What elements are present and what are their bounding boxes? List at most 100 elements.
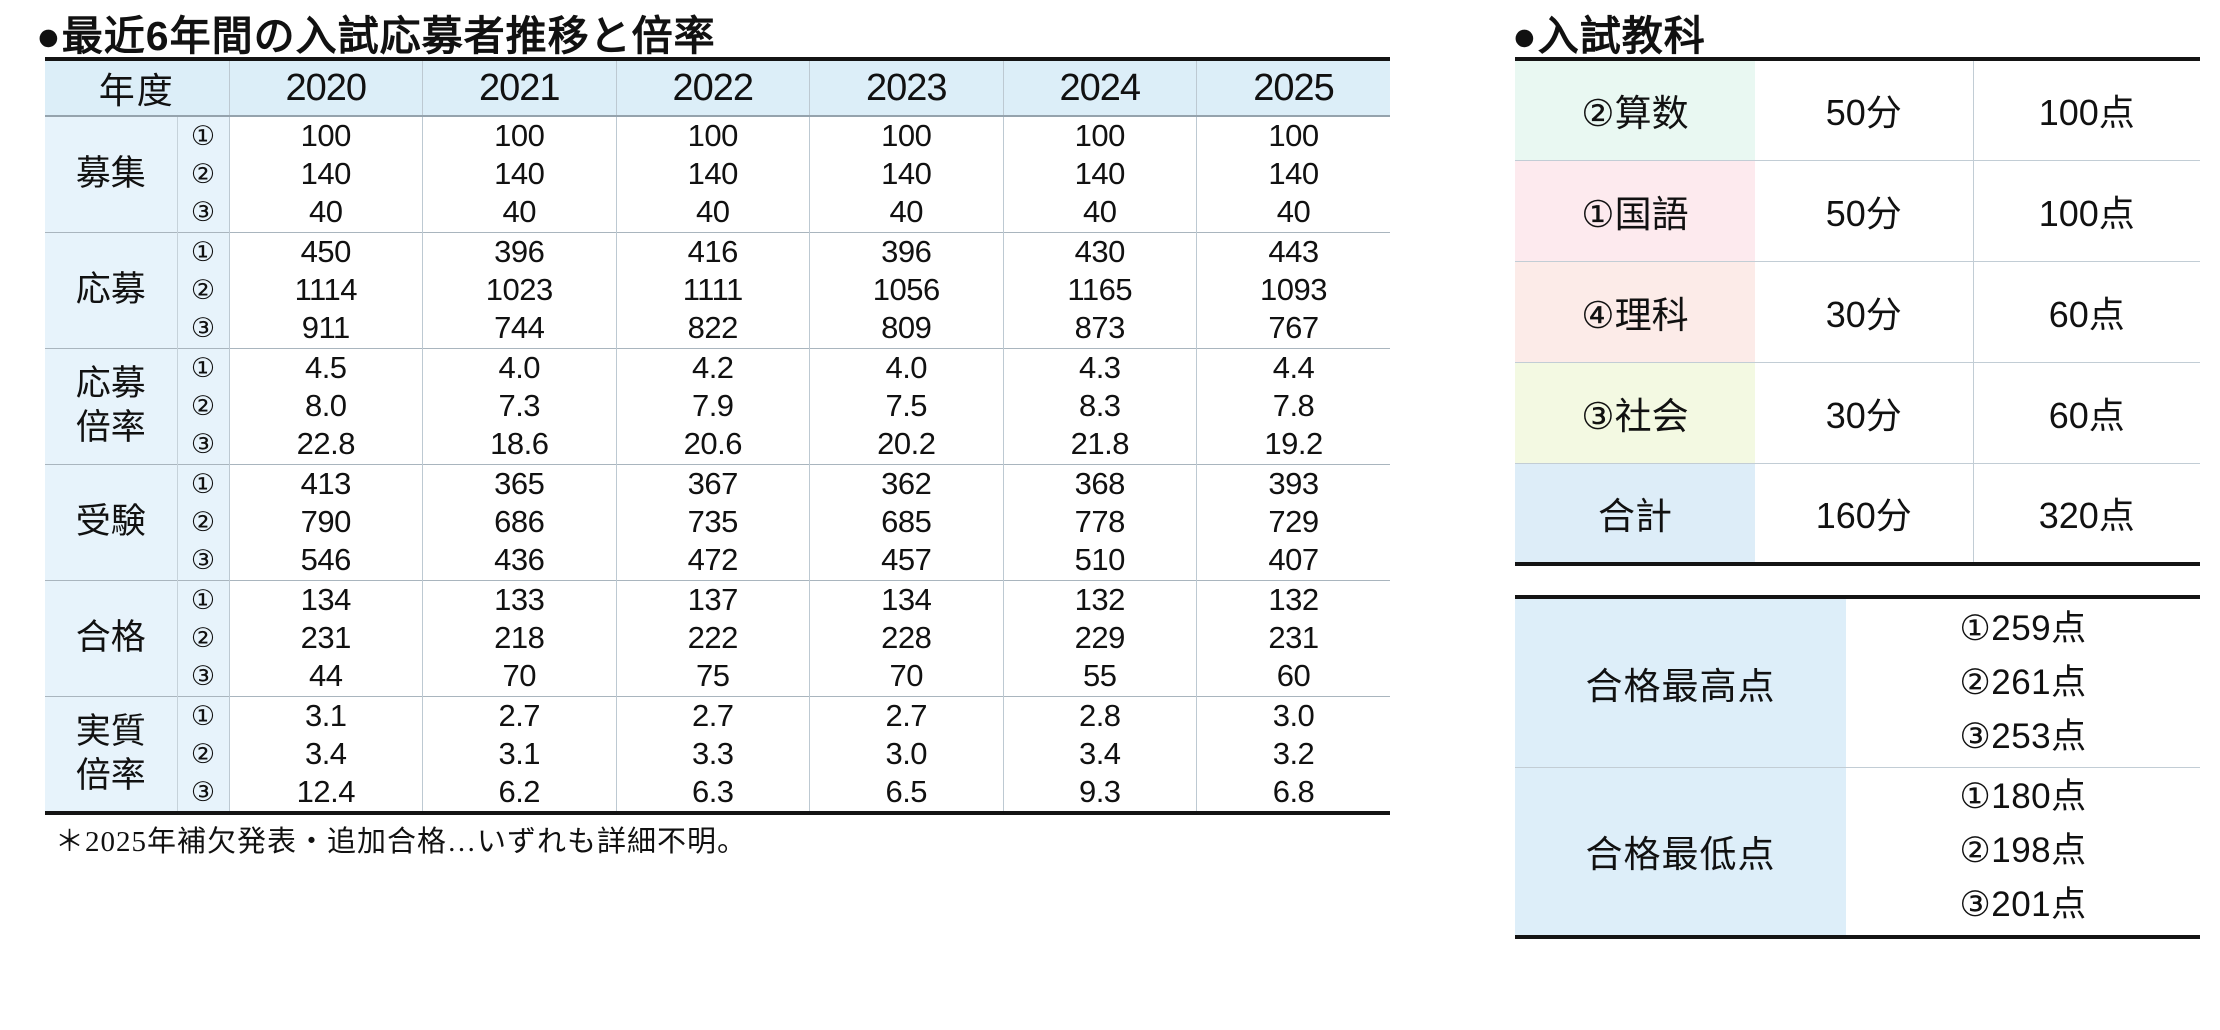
- subject-name: 合計: [1515, 462, 1755, 564]
- row-label: 受験: [45, 463, 177, 580]
- subject-points: 60点: [1972, 361, 2200, 463]
- header-row: 年度 2020 2021 2022 2023 2024 2025: [45, 59, 1391, 117]
- circle-column: ① ② ③: [176, 579, 230, 696]
- subject-points: 100点: [1972, 59, 2200, 160]
- year-2021: 2021: [422, 59, 617, 117]
- year-2022: 2022: [615, 59, 810, 117]
- circle-1: ①: [190, 469, 216, 499]
- subject-points: 320点: [1972, 462, 2200, 564]
- value-cell: 2.7 3.3 6.3: [615, 695, 810, 813]
- row-max-score: 合格最高点 ①259点 ②261点 ③253点: [1515, 597, 2200, 767]
- row-science: ④理科 30分 60点: [1515, 260, 2200, 362]
- row-math: ②算数 50分 100点: [1515, 59, 2200, 160]
- row-label: 応募: [45, 231, 177, 348]
- value-cell: 132 231 60: [1196, 579, 1391, 696]
- circle-3: ③: [190, 313, 216, 343]
- circle-2: ②: [190, 391, 216, 421]
- circle-2: ②: [190, 275, 216, 305]
- circle-1: ①: [190, 237, 216, 267]
- row-label: 実質倍率: [45, 695, 177, 813]
- circle-2: ②: [190, 623, 216, 653]
- score-values: ①180点 ②198点 ③201点: [1846, 766, 2200, 937]
- value-cell: 134 228 70: [809, 579, 1004, 696]
- value-cell: 134 231 44: [228, 579, 423, 696]
- value-cell: 393 729 407: [1196, 463, 1391, 580]
- value-cell: 362 685 457: [809, 463, 1004, 580]
- value-cell: 2.8 3.4 9.3: [1002, 695, 1197, 813]
- value-cell: 137 222 75: [615, 579, 810, 696]
- circle-2: ②: [190, 507, 216, 537]
- value-cell: 2.7 3.0 6.5: [809, 695, 1004, 813]
- subject-time: 160分: [1755, 462, 1973, 564]
- value-cell: 4.2 7.9 20.6: [615, 347, 810, 464]
- circle-3: ③: [190, 429, 216, 459]
- value-cell: 133 218 70: [422, 579, 617, 696]
- exam-subjects-table: ②算数 50分 100点 ①国語 50分 100点 ④理科 30分 60点 ③社…: [1515, 57, 2200, 566]
- circle-column: ① ② ③: [176, 231, 230, 348]
- circle-1: ①: [190, 353, 216, 383]
- circle-column: ① ② ③: [176, 695, 230, 813]
- circle-3: ③: [190, 661, 216, 691]
- row-label: 募集: [45, 116, 177, 232]
- score-label: 合格最低点: [1515, 766, 1846, 937]
- value-cell: 132 229 55: [1002, 579, 1197, 696]
- pass-scores-table: 合格最高点 ①259点 ②261点 ③253点 合格最低点 ①180点 ②198…: [1515, 595, 2200, 939]
- right-table-title: ●入試教科: [1512, 13, 1706, 59]
- circle-column: ① ② ③: [176, 463, 230, 580]
- footnote: ＊2025年補欠発表・追加合格…いずれも詳細不明。: [55, 826, 748, 858]
- value-cell: 443 1093 767: [1196, 231, 1391, 348]
- score-value-list: ①180点 ②198点 ③201点: [1959, 777, 2087, 925]
- score-label: 合格最高点: [1515, 597, 1846, 767]
- circle-column: ① ② ③: [176, 347, 230, 464]
- value-cell: 4.5 8.0 22.8: [228, 347, 423, 464]
- value-cell: 3.1 3.4 12.4: [228, 695, 423, 813]
- value-cell: 450 1114 911: [228, 231, 423, 348]
- value-cell: 100 140 40: [809, 116, 1004, 232]
- circle-column: ① ② ③: [176, 116, 230, 232]
- row-japanese: ①国語 50分 100点: [1515, 159, 2200, 261]
- subject-points: 60点: [1972, 260, 2200, 362]
- value-cell: 100 140 40: [615, 116, 810, 232]
- subject-name: ①国語: [1515, 159, 1755, 261]
- value-cell: 4.0 7.3 18.6: [422, 347, 617, 464]
- value-cell: 100 140 40: [1002, 116, 1197, 232]
- circle-3: ③: [190, 776, 216, 807]
- left-table-title: ●最近6年間の入試応募者推移と倍率: [36, 13, 716, 59]
- row-group-actual-ratio: 実質倍率 ① ② ③ 3.1 3.4 12.4 2.7 3.1 6.2 2.7 3.3 6.…: [45, 695, 1391, 813]
- value-cell: 2.7 3.1 6.2: [422, 695, 617, 813]
- applicants-trend-table: 年度 2020 2021 2022 2023 2024 2025 募集 ① ② …: [45, 57, 1391, 815]
- subject-name: ③社会: [1515, 361, 1755, 463]
- value-cell: 416 1111 822: [615, 231, 810, 348]
- value-cell: 365 686 436: [422, 463, 617, 580]
- value-cell: 4.3 8.3 21.8: [1002, 347, 1197, 464]
- row-group-accepted: 合格 ① ② ③ 134 231 44 133 218 70 137 222 75 134 2…: [45, 579, 1391, 696]
- row-group-applicants: 応募 ① ② ③ 450 1114 911 396 1023 744 416 1111 82…: [45, 231, 1391, 348]
- row-group-recruit: 募集 ① ② ③ 100 140 40 100 140 40 100 140 40 100 1…: [45, 116, 1391, 232]
- subject-points: 100点: [1972, 159, 2200, 261]
- value-cell: 368 778 510: [1002, 463, 1197, 580]
- value-cell: 413 790 546: [228, 463, 423, 580]
- circle-1: ①: [190, 585, 216, 615]
- circle-2: ②: [190, 159, 216, 190]
- row-min-score: 合格最低点 ①180点 ②198点 ③201点: [1515, 766, 2200, 937]
- value-cell: 396 1056 809: [809, 231, 1004, 348]
- subject-time: 30分: [1755, 260, 1973, 362]
- subject-time: 50分: [1755, 159, 1973, 261]
- row-group-examinees: 受験 ① ② ③ 413 790 546 365 686 436 367 735 472 3…: [45, 463, 1391, 580]
- year-2025: 2025: [1196, 59, 1391, 117]
- value-cell: 100 140 40: [422, 116, 617, 232]
- subject-name: ②算数: [1515, 59, 1755, 160]
- circle-3: ③: [190, 197, 216, 228]
- value-cell: 367 735 472: [615, 463, 810, 580]
- value-cell: 100 140 40: [1196, 116, 1391, 232]
- subject-name: ④理科: [1515, 260, 1755, 362]
- value-cell: 4.4 7.8 19.2: [1196, 347, 1391, 464]
- row-total: 合計 160分 320点: [1515, 462, 2200, 564]
- value-cell: 4.0 7.5 20.2: [809, 347, 1004, 464]
- circle-1: ①: [190, 121, 216, 152]
- value-cell: 100 140 40: [228, 116, 423, 232]
- circle-3: ③: [190, 545, 216, 575]
- row-label: 合格: [45, 579, 177, 696]
- year-2023: 2023: [809, 59, 1004, 117]
- row-social: ③社会 30分 60点: [1515, 361, 2200, 463]
